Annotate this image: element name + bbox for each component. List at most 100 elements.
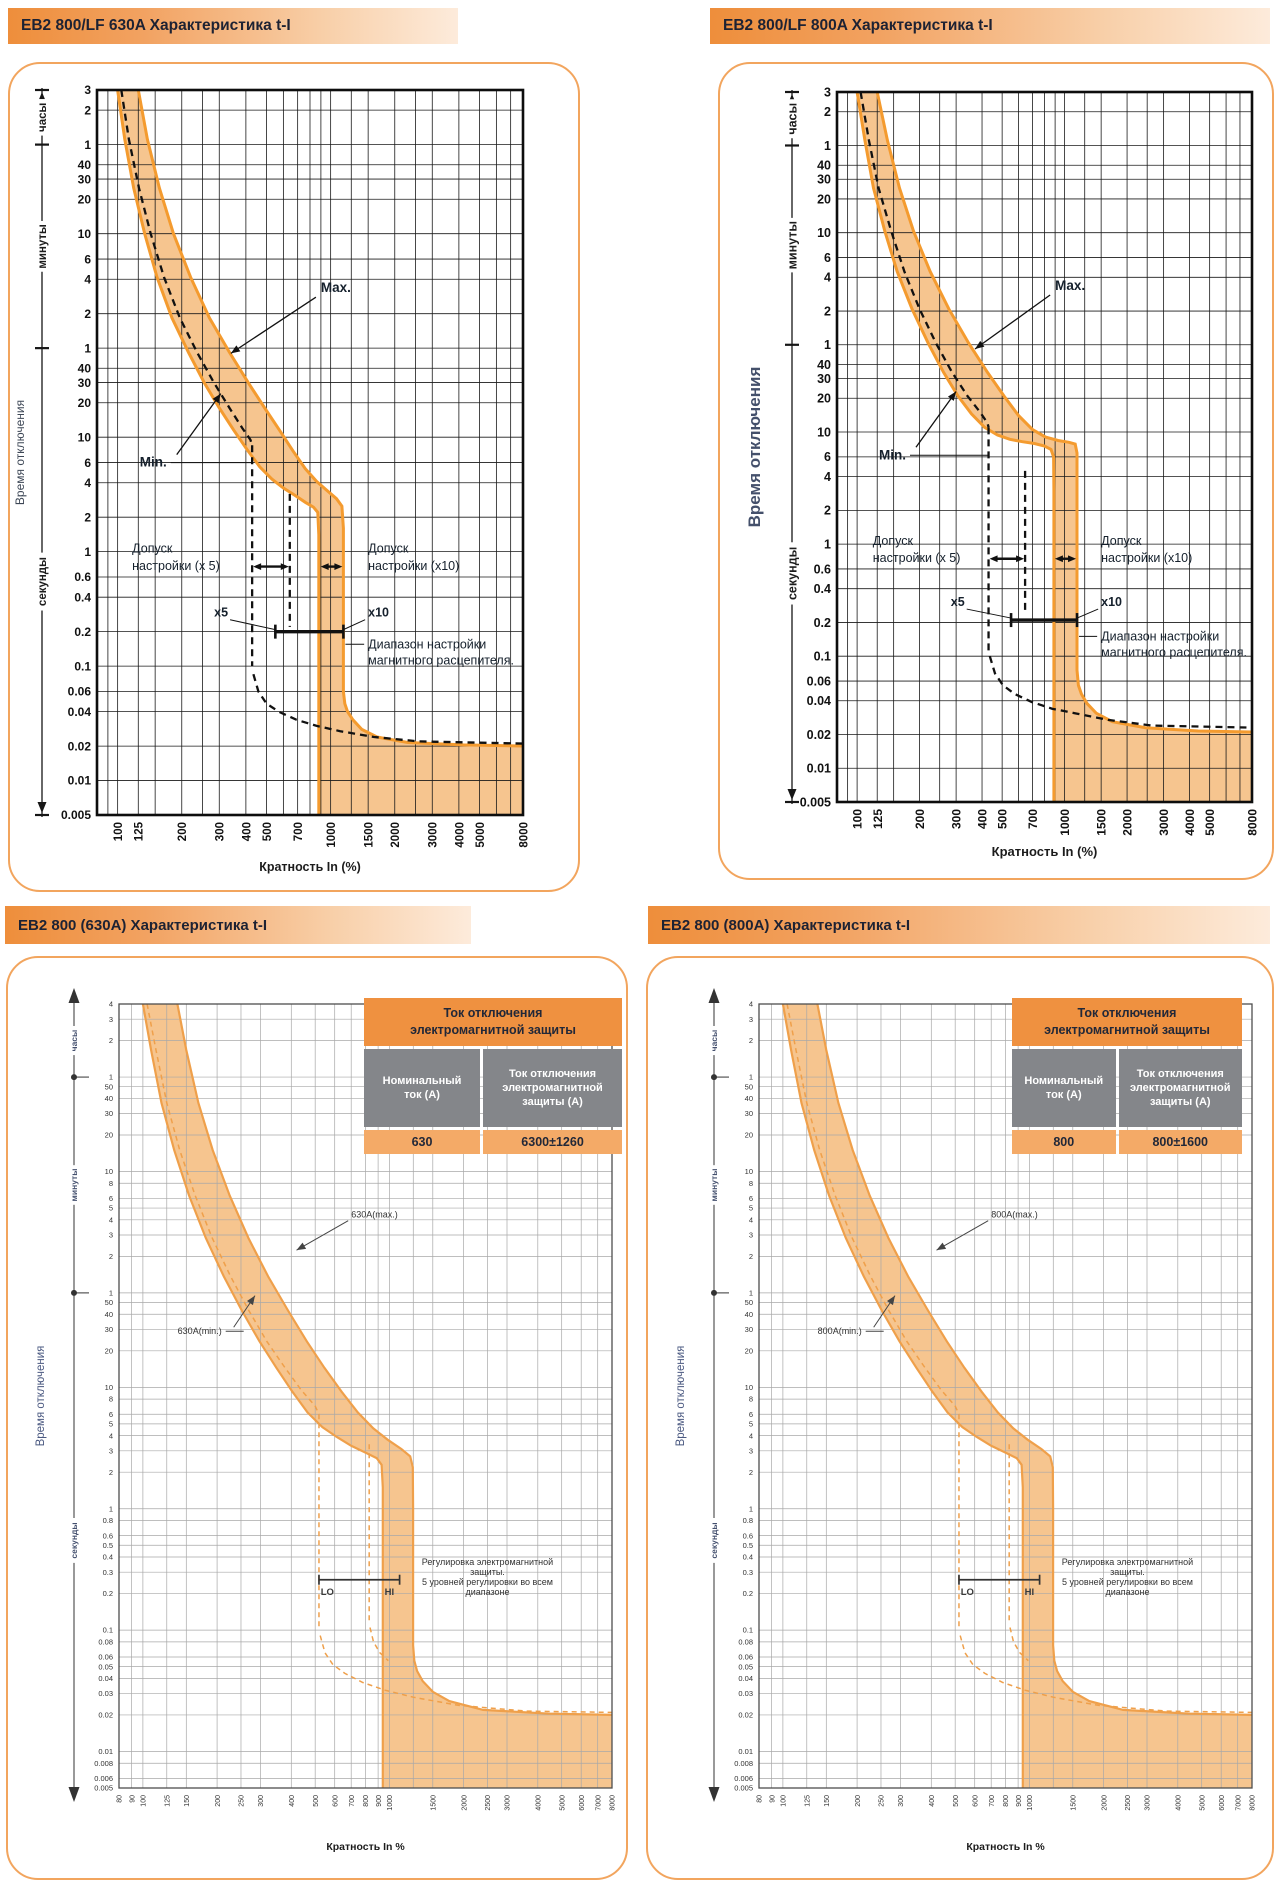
- chart-text: 0.01: [807, 762, 831, 776]
- chart-text: 100: [141, 1795, 148, 1807]
- panel-title-bar-630a-lf: EB2 800/LF 630A Характеристика t-I: [8, 8, 458, 44]
- annotations: Max. Min. Допуск настройки (x 5) Допуск настр…: [873, 278, 1247, 659]
- table-title: Ток отключения электромагнитной защиты: [364, 998, 622, 1046]
- chart-text: 1500: [364, 822, 376, 848]
- chart-text: 250: [239, 1795, 246, 1807]
- chart-text: 1: [824, 537, 831, 551]
- chart-text: 1: [109, 1073, 113, 1082]
- value-nominal-current: 800: [1012, 1130, 1116, 1154]
- table-values-row: 800 800±1600: [1012, 1130, 1242, 1154]
- chart-text: 0.8: [103, 1516, 113, 1525]
- dashed-setting-curves: [146, 1004, 612, 1714]
- chart-text: 630A(min.): [178, 1326, 222, 1336]
- column-header-line: ток (А): [404, 1089, 440, 1101]
- chart-text: 90: [129, 1795, 136, 1803]
- chart-text: 900: [376, 1795, 383, 1807]
- chart-text: настройки (x 5): [132, 559, 220, 573]
- arrowhead: [253, 563, 262, 571]
- chart-text: 0.2: [743, 1589, 753, 1598]
- chart-text: 6: [824, 251, 831, 265]
- y-tick-labels: 3214030201064214030201064210.60.40.20.10…: [800, 85, 831, 809]
- chart-text: 8: [109, 1179, 113, 1188]
- chart-text: Диапазон настройки: [368, 637, 486, 651]
- chart-text: 2000: [461, 1795, 468, 1811]
- chart-text: 40: [78, 158, 92, 172]
- chart-text: 500: [313, 1795, 320, 1807]
- grid-lines: [97, 90, 523, 815]
- chart-text: 1: [84, 341, 91, 355]
- chart-text: 5000: [559, 1795, 566, 1811]
- time-unit-label: секунды: [785, 547, 799, 600]
- chart-text: 2: [84, 307, 91, 321]
- chart-text: 3: [109, 1015, 113, 1024]
- chart-text: 3000: [428, 822, 440, 848]
- arrowhead: [320, 563, 329, 571]
- chart-text: 8000: [518, 822, 530, 848]
- magnetic-trip-table-800a: Ток отключения электромагнитной защиты Н…: [1012, 998, 1242, 1154]
- chart-text: 4: [749, 1215, 753, 1224]
- chart-text: 20: [745, 1131, 753, 1140]
- time-unit-axis: часы минуты секунды: [708, 988, 729, 1802]
- table-column-headers: Номинальный ток (А) Ток отключения элект…: [1012, 1049, 1242, 1127]
- chart-text: Регулировка электромагнитной: [1062, 1557, 1193, 1567]
- y-axis-title: Время отключения: [13, 400, 27, 505]
- chart-text: LO: [321, 1587, 334, 1598]
- chart-text: 700: [349, 1795, 356, 1807]
- chart-text: 0.008: [94, 1759, 113, 1768]
- chart-text: 800A(max.): [991, 1210, 1038, 1220]
- plot-border: [835, 90, 1254, 804]
- chart-text: 1000: [1058, 809, 1072, 836]
- chart-text: 0.4: [74, 590, 91, 604]
- chart-text: Min.: [879, 447, 906, 462]
- chart-text: 0.03: [98, 1689, 113, 1698]
- column-header-line: ток (А): [1045, 1089, 1082, 1101]
- chart-text: 250: [879, 1795, 886, 1807]
- column-header-nominal-current: Номинальный ток (А): [1012, 1049, 1116, 1127]
- chart-text: 10: [817, 226, 831, 240]
- chart-text: 0.005: [94, 1784, 113, 1793]
- annotations: 800A(max.) 800A(min.) LO HI Регулировка элек…: [818, 1210, 1193, 1598]
- chart-text: 0.005: [734, 1784, 753, 1793]
- chart-text: 40: [745, 1310, 753, 1319]
- chart-text: 5: [749, 1420, 753, 1429]
- column-header-trip-current: Ток отключения электромагнитной защиты (…: [1118, 1049, 1242, 1127]
- chart-text: 0.6: [743, 1531, 753, 1540]
- chart-text: 2: [84, 510, 91, 524]
- chart-text: 0.3: [103, 1568, 113, 1577]
- chart-text: 100: [851, 809, 865, 829]
- chart-text: 5: [109, 1420, 113, 1429]
- chart-text: 10: [78, 227, 92, 241]
- chart-text: Max.: [1055, 278, 1085, 293]
- trip-band: [857, 92, 1252, 802]
- chart-text: 600: [332, 1795, 339, 1807]
- chart-text: 4000: [535, 1795, 542, 1811]
- chart-text: 30: [78, 172, 92, 186]
- chart-text: 20: [78, 192, 92, 206]
- time-unit-axis: часы минуты секунды: [33, 88, 51, 817]
- chart-text: 700: [989, 1795, 996, 1807]
- panel-title-bar-800a: EB2 800 (800A) Характеристика t-I: [648, 906, 1270, 944]
- chart-text: 3: [824, 85, 831, 99]
- arrowhead: [212, 393, 221, 404]
- chart-text: 7000: [595, 1795, 602, 1811]
- chart-text: 1: [749, 1073, 753, 1082]
- chart-text: 0.06: [738, 1653, 753, 1662]
- chart-text: 1: [749, 1289, 753, 1298]
- chart-text: 30: [78, 376, 92, 390]
- chart-text: 1: [109, 1289, 113, 1298]
- chart-text: 50: [105, 1082, 113, 1091]
- time-unit-label: секунды: [69, 1522, 79, 1558]
- x-axis-title: Кратность In %: [326, 1841, 405, 1853]
- plot-border: [758, 1003, 1253, 1789]
- chart-text: 3: [109, 1446, 113, 1455]
- chart-text: 150: [824, 1795, 831, 1807]
- trip-band-edges: [781, 1004, 1252, 1788]
- chart-text: 3: [749, 1015, 753, 1024]
- table-title: Ток отключения электромагнитной защиты: [1012, 998, 1242, 1046]
- chart-text: 0.02: [738, 1711, 753, 1720]
- chart-text: 6: [824, 450, 831, 464]
- column-header-line: электромагнитной: [502, 1081, 603, 1094]
- chart-text: 20: [78, 396, 92, 410]
- chart-text: 10: [78, 430, 92, 444]
- time-unit-label: минуты: [709, 1169, 719, 1202]
